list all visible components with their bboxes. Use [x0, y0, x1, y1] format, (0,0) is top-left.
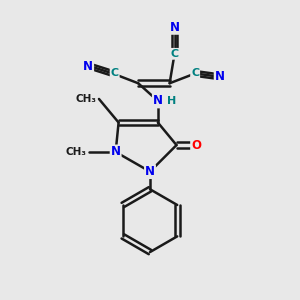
- Text: N: N: [153, 94, 163, 107]
- Text: N: N: [83, 60, 93, 73]
- Text: N: N: [145, 165, 155, 178]
- Text: N: N: [169, 21, 179, 34]
- Text: H: H: [167, 96, 176, 106]
- Text: N: N: [215, 70, 225, 83]
- Text: CH₃: CH₃: [75, 94, 96, 104]
- Text: O: O: [191, 139, 201, 152]
- Text: C: C: [191, 68, 199, 78]
- Text: N: N: [111, 146, 121, 158]
- Text: CH₃: CH₃: [65, 147, 86, 157]
- Text: C: C: [170, 49, 178, 59]
- Text: C: C: [111, 68, 119, 78]
